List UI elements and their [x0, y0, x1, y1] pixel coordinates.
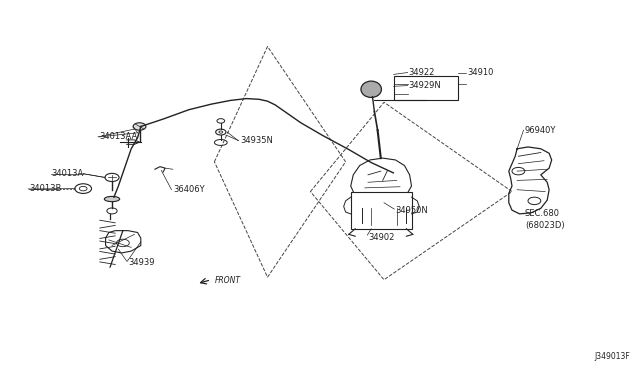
Text: 34910: 34910: [467, 68, 493, 77]
Text: 34939: 34939: [128, 258, 154, 267]
Text: (68023D): (68023D): [525, 221, 564, 230]
Text: 36406Y: 36406Y: [173, 185, 204, 194]
Text: 34935N: 34935N: [240, 136, 273, 145]
Text: FRONT: FRONT: [214, 276, 241, 285]
Text: 34950N: 34950N: [396, 206, 428, 215]
Text: 34013AA: 34013AA: [99, 132, 138, 141]
Text: 96940Y: 96940Y: [525, 126, 556, 135]
Bar: [394, 76, 458, 100]
Text: 34013A: 34013A: [51, 169, 83, 178]
Text: J349013F: J349013F: [595, 352, 630, 361]
Text: 34902: 34902: [368, 233, 394, 242]
Ellipse shape: [104, 196, 120, 202]
Bar: [351, 192, 412, 229]
Text: 34013B: 34013B: [29, 185, 61, 193]
Ellipse shape: [361, 81, 381, 97]
Text: SEC.680: SEC.680: [525, 209, 560, 218]
Circle shape: [133, 123, 146, 130]
Text: 34922: 34922: [408, 68, 435, 77]
Text: 34929N: 34929N: [408, 81, 441, 90]
